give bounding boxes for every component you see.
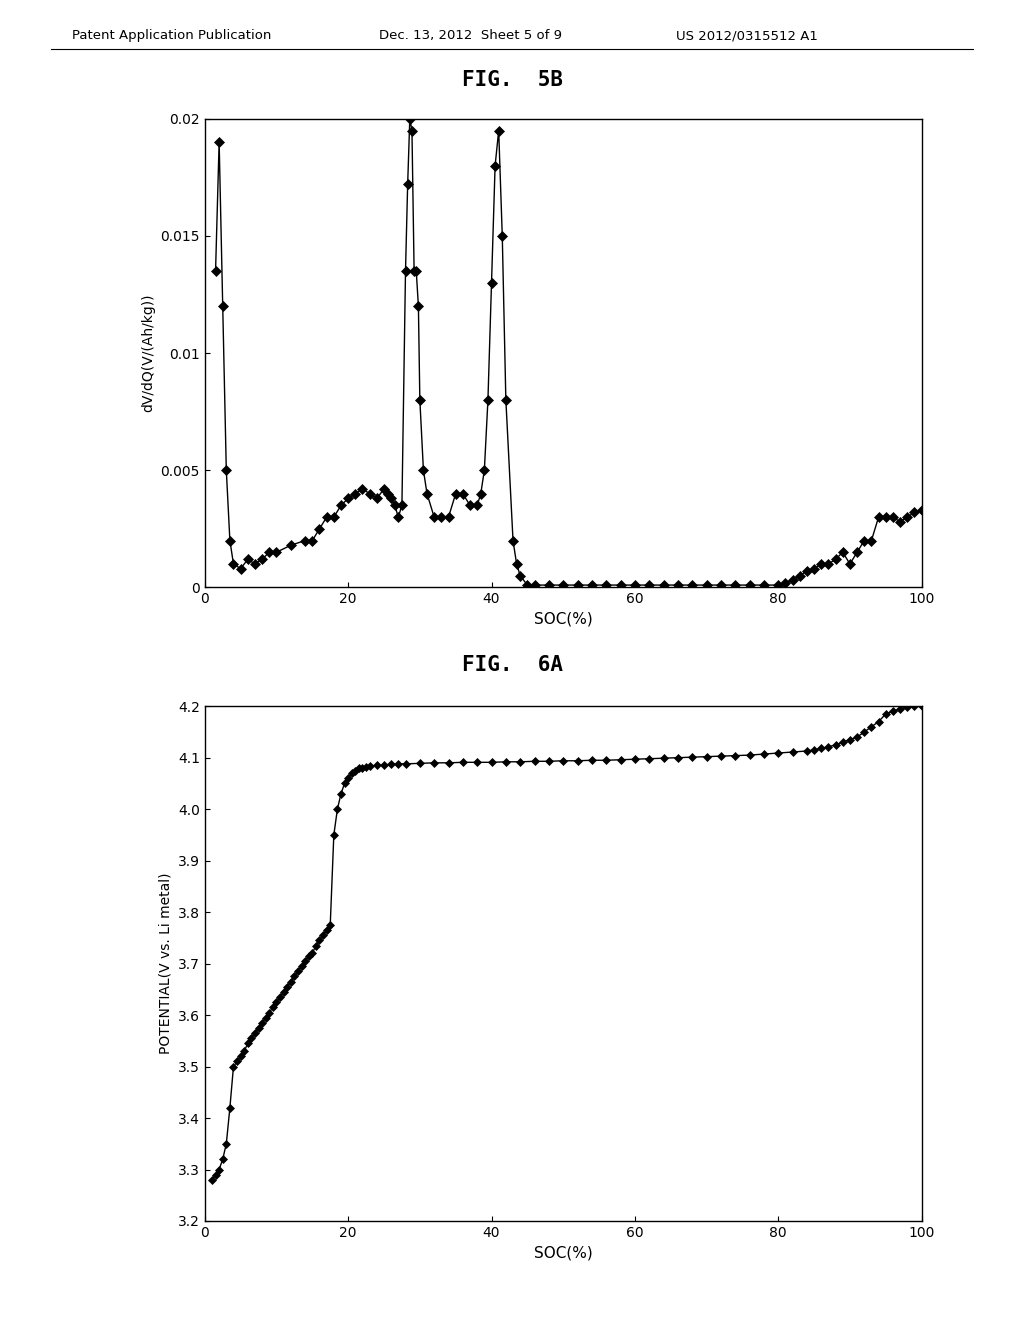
Y-axis label: dV/dQ(V/(Ah/kg)): dV/dQ(V/(Ah/kg))	[141, 294, 155, 412]
X-axis label: SOC(%): SOC(%)	[534, 1245, 593, 1261]
Text: FIG.  5B: FIG. 5B	[462, 70, 562, 90]
Text: Patent Application Publication: Patent Application Publication	[72, 29, 271, 42]
Text: FIG.  6A: FIG. 6A	[462, 655, 562, 675]
Y-axis label: POTENTIAL(V vs. Li metal): POTENTIAL(V vs. Li metal)	[159, 873, 172, 1055]
X-axis label: SOC(%): SOC(%)	[534, 611, 593, 627]
Text: Dec. 13, 2012  Sheet 5 of 9: Dec. 13, 2012 Sheet 5 of 9	[379, 29, 562, 42]
Text: US 2012/0315512 A1: US 2012/0315512 A1	[676, 29, 818, 42]
